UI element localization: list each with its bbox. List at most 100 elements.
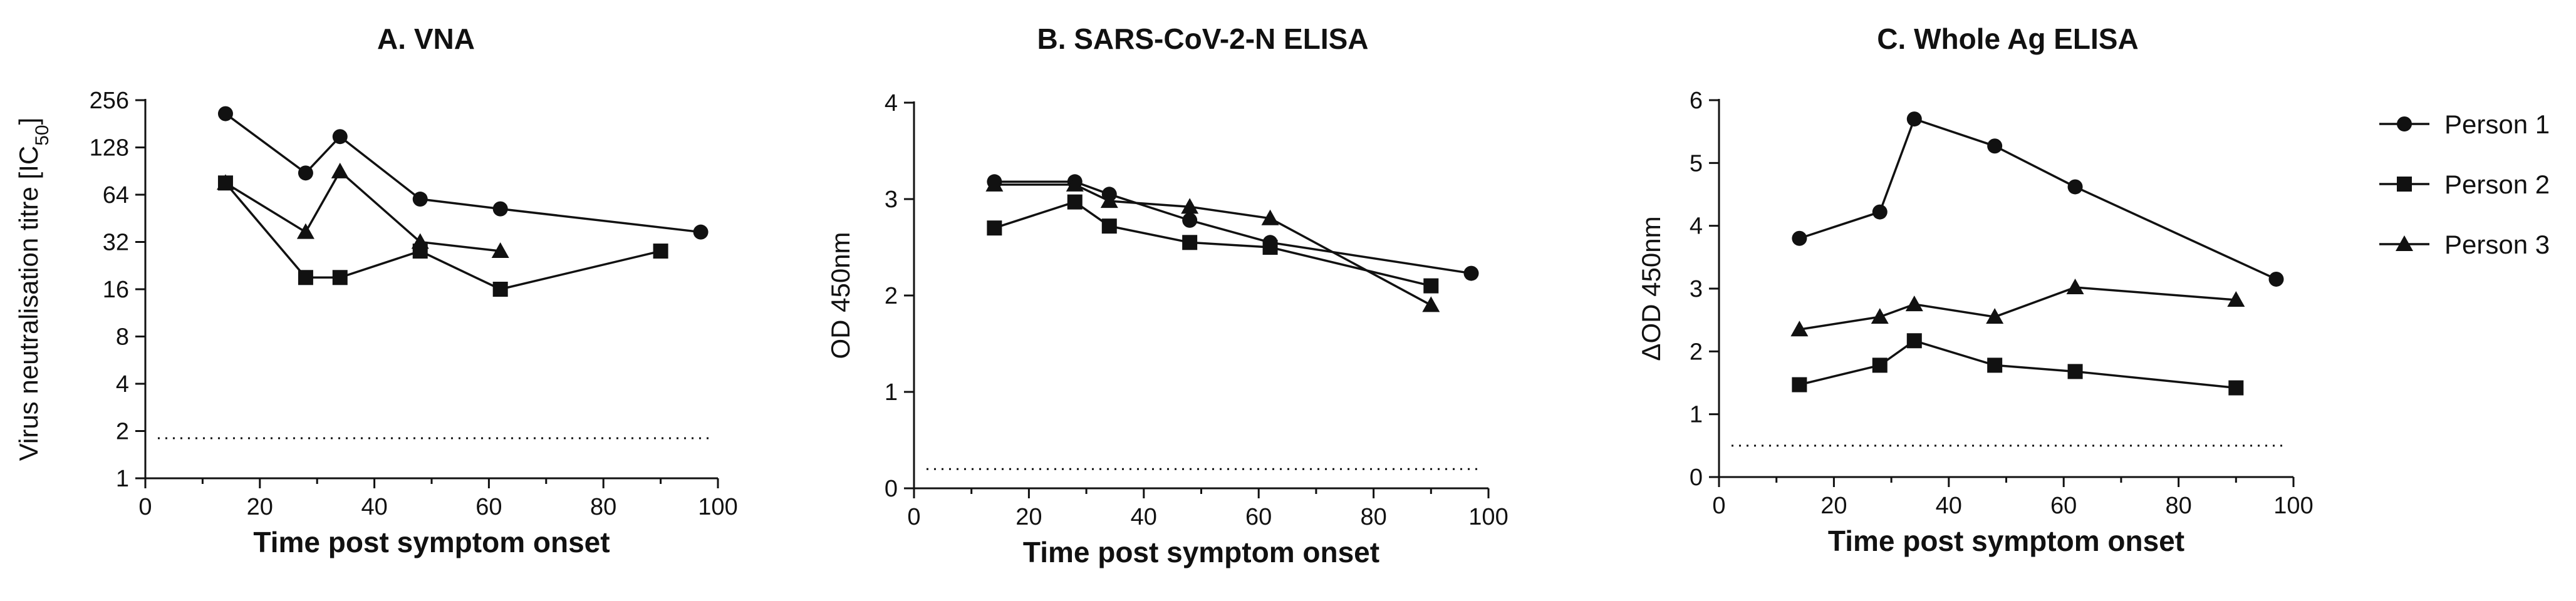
- y-tick-label: 64: [103, 182, 129, 208]
- data-point-person-2: [1423, 278, 1439, 294]
- y-axis-label: OD 450nm: [826, 232, 855, 359]
- x-tick-label: 60: [1245, 504, 1272, 530]
- data-point-person-2: [1987, 357, 2003, 373]
- x-tick-label: 80: [1360, 504, 1386, 530]
- data-point-person-3: [2227, 291, 2245, 307]
- legend-marker-circle: [2397, 116, 2412, 131]
- x-tick-label: 60: [475, 494, 502, 520]
- y-tick-label: 5: [1690, 150, 1703, 177]
- y-tick-label: 4: [1690, 213, 1703, 240]
- data-point-person-2: [1872, 357, 1888, 373]
- y-tick-label: 6: [1690, 88, 1703, 114]
- panel-n-elisa: B. SARS-CoV-2-N ELISA 0 20 40 60 80 100 0 1 2 3 4 Ti…: [826, 23, 1509, 568]
- data-point-person-3: [1100, 192, 1118, 208]
- data-point-person-3: [331, 162, 349, 178]
- x-tick-label: 100: [1468, 504, 1508, 530]
- data-point-person-3: [1422, 296, 1440, 312]
- data-point-person-3: [1871, 308, 1889, 324]
- data-point-person-3: [411, 233, 429, 249]
- x-tick-label: 40: [1936, 493, 1962, 519]
- series-line-person-3: [225, 170, 501, 252]
- y-tick-label: 2: [1690, 339, 1703, 365]
- series-line-person-2: [994, 200, 1431, 287]
- x-tick-label: 80: [590, 494, 616, 520]
- y-tick-label: 2: [116, 419, 129, 445]
- y-tick-label: 4: [116, 371, 129, 398]
- x-tick-label: 60: [2050, 493, 2077, 519]
- data-point-person-3: [216, 174, 234, 190]
- chart-title: B. SARS-CoV-2-N ELISA: [1037, 23, 1368, 55]
- data-point-person-2: [1067, 194, 1083, 210]
- series-line-person-1: [224, 113, 701, 234]
- data-point-person-1: [2268, 271, 2284, 287]
- data-point-person-1: [332, 129, 348, 145]
- data-point-person-1: [298, 165, 313, 181]
- data-point-person-1: [1872, 204, 1888, 220]
- data-point-person-2: [1101, 218, 1117, 234]
- y-tick-label: 128: [90, 135, 129, 162]
- x-tick-label: 0: [138, 494, 152, 520]
- y-tick-label: 8: [116, 324, 129, 351]
- data-point-person-1: [492, 201, 508, 217]
- x-tick-label: 20: [1015, 504, 1042, 530]
- data-point-person-2: [1906, 333, 1922, 349]
- legend-label: Person 1: [2444, 110, 2550, 139]
- y-axis-label-close: ]: [14, 118, 43, 125]
- x-tick-label: 40: [361, 494, 387, 520]
- data-point-person-2: [1792, 377, 1807, 393]
- legend-label: Person 2: [2444, 170, 2550, 199]
- x-tick-label: 20: [1820, 493, 1847, 519]
- data-point-person-2: [298, 270, 313, 285]
- data-point-person-1: [1792, 230, 1807, 246]
- panel-vna: A. VNA 0 20 40 60 80 100 1 2 4 8 16 32 64 128 256 Time p…: [14, 23, 738, 558]
- x-axis-label: Time post symptom onset: [1023, 536, 1379, 568]
- data-point-person-1: [1182, 212, 1198, 228]
- legend: Person 1 Person 2 Person 3: [2379, 110, 2550, 259]
- data-point-person-2: [332, 270, 348, 285]
- chart-title: A. VNA: [377, 23, 475, 55]
- y-tick-label: 2: [885, 283, 898, 309]
- data-point-person-3: [985, 175, 1004, 192]
- y-axis-label: Virus neutralisation titre [IC50]: [14, 118, 53, 461]
- data-point-person-3: [296, 223, 314, 239]
- data-point-person-3: [1905, 295, 1923, 312]
- x-tick-label: 0: [907, 504, 920, 530]
- series-line-person-1: [994, 180, 1472, 275]
- data-point-person-1: [2067, 179, 2083, 195]
- data-point-person-3: [1181, 198, 1199, 214]
- data-point-person-3: [1261, 209, 1279, 225]
- x-tick-label: 100: [698, 494, 737, 520]
- panel-whole-ag-elisa: C. Whole Ag ELISA 0 20 40 60 80 100 0 1 2 3 4 5 6 Time…: [1636, 23, 2314, 557]
- legend-marker-triangle: [2396, 235, 2413, 251]
- x-tick-label: 40: [1131, 504, 1157, 530]
- data-point-person-3: [1986, 308, 2004, 324]
- x-tick-label: 100: [2273, 493, 2313, 519]
- data-point-person-1: [1987, 138, 2003, 154]
- data-point-person-2: [1182, 235, 1198, 250]
- x-axis-label: Time post symptom onset: [1828, 525, 2184, 557]
- legend-marker-square: [2397, 177, 2412, 192]
- data-point-person-2: [2067, 364, 2083, 379]
- x-tick-label: 20: [247, 494, 273, 520]
- data-point-person-1: [412, 192, 428, 207]
- y-tick-label: 16: [103, 277, 129, 303]
- data-point-person-1: [693, 224, 709, 240]
- data-point-person-2: [492, 282, 508, 297]
- y-axis-label-subscript: 50: [32, 125, 53, 145]
- y-tick-label: 1: [885, 379, 898, 406]
- y-tick-label: 1: [1690, 402, 1703, 428]
- y-tick-label: 0: [885, 476, 898, 502]
- data-point-person-2: [2228, 380, 2244, 396]
- data-point-person-1: [1906, 111, 1922, 127]
- x-tick-label: 0: [1712, 493, 1725, 519]
- y-tick-label: 1: [116, 466, 129, 492]
- data-point-person-3: [2066, 278, 2084, 294]
- series-line-person-3: [994, 183, 1432, 306]
- data-point-person-1: [217, 106, 233, 121]
- data-point-person-3: [1790, 321, 1809, 337]
- x-tick-label: 80: [2165, 493, 2191, 519]
- data-point-person-1: [1463, 265, 1479, 281]
- series-line-person-2: [1799, 339, 2236, 389]
- y-tick-label: 3: [885, 187, 898, 213]
